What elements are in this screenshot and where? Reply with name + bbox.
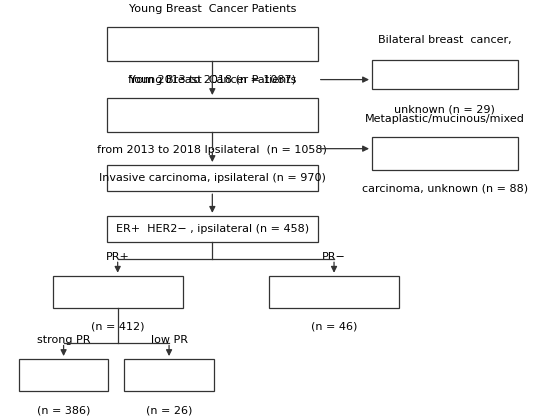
Text: (n = 26): (n = 26) bbox=[146, 405, 192, 415]
Text: unknown (n = 29): unknown (n = 29) bbox=[394, 104, 496, 114]
Text: Bilateral breast  cancer,: Bilateral breast cancer, bbox=[378, 35, 512, 45]
Text: PR+: PR+ bbox=[106, 252, 130, 262]
Text: PR−: PR− bbox=[322, 252, 346, 262]
Text: low PR: low PR bbox=[151, 335, 188, 345]
Text: from 2013 to 2018 Ipsilateral  (n = 1058): from 2013 to 2018 Ipsilateral (n = 1058) bbox=[97, 145, 327, 155]
Bar bbox=[124, 359, 214, 391]
Bar bbox=[269, 276, 399, 308]
Text: (n = 412): (n = 412) bbox=[91, 322, 145, 332]
Text: carcinoma, unknown (n = 88): carcinoma, unknown (n = 88) bbox=[362, 184, 528, 194]
Bar bbox=[107, 215, 318, 242]
Text: Young Breast  Cancer Patients: Young Breast Cancer Patients bbox=[129, 4, 296, 14]
Text: strong PR: strong PR bbox=[37, 335, 90, 345]
Bar bbox=[53, 276, 183, 308]
Text: (n = 46): (n = 46) bbox=[311, 322, 357, 332]
Text: from 2013 to 2018 (n = 1087): from 2013 to 2018 (n = 1087) bbox=[128, 74, 296, 84]
Text: Metaplastic/mucinous/mixed: Metaplastic/mucinous/mixed bbox=[365, 114, 525, 124]
Text: (n = 386): (n = 386) bbox=[37, 405, 90, 415]
Text: Invasive carcinoma, ipsilateral (n = 970): Invasive carcinoma, ipsilateral (n = 970… bbox=[99, 173, 326, 183]
Bar bbox=[107, 165, 318, 191]
Bar bbox=[19, 359, 108, 391]
Bar bbox=[372, 137, 518, 170]
Bar bbox=[107, 27, 318, 61]
Bar bbox=[372, 60, 518, 89]
Text: ER+  HER2− , ipsilateral (n = 458): ER+ HER2− , ipsilateral (n = 458) bbox=[116, 224, 309, 234]
Bar bbox=[107, 98, 318, 132]
Text: Young Breast  Cancer Patients: Young Breast Cancer Patients bbox=[129, 75, 296, 85]
